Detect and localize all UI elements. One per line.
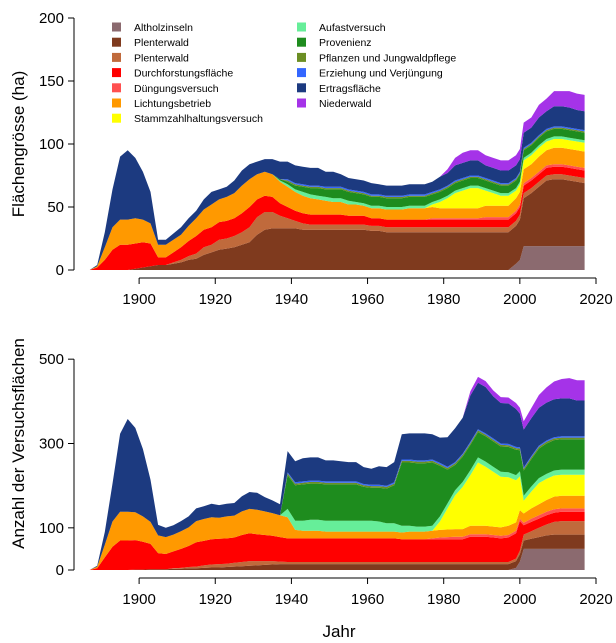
top-area-1-plenterwald bbox=[89, 179, 585, 270]
bottom-area-7-aufastversuch bbox=[89, 457, 585, 570]
bottom-area-6-stammzahlhaltungsversuch bbox=[89, 462, 585, 570]
legend-swatch-2-plenterwald bbox=[112, 52, 121, 62]
top-y-tick-label-50: 50 bbox=[47, 199, 64, 216]
top-y-axis-title: Flächengrösse (ha) bbox=[9, 71, 28, 217]
bottom-x-tick-label-1940: 1940 bbox=[275, 591, 308, 608]
legend-swatch-7-aufastversuch bbox=[297, 22, 306, 32]
top-y-tick-label-100: 100 bbox=[39, 136, 64, 153]
top-x-tick-label-1900: 1900 bbox=[122, 291, 155, 308]
legend-label-3-durchforstungsfl-che: Durchforstungsfläche bbox=[134, 68, 233, 80]
legend-label-2-plenterwald: Plenterwald bbox=[134, 52, 189, 64]
top-area-2-plenterwald bbox=[89, 174, 585, 270]
legend-swatch-3-durchforstungsfl-che bbox=[112, 68, 121, 78]
top-y-tick-label-0: 0 bbox=[56, 262, 64, 279]
bottom-y-tick-label-500: 500 bbox=[39, 351, 64, 368]
legend: Altholzinseln Plenterwald Plenterwald Durch… bbox=[112, 22, 456, 125]
legend-swatch-10-erziehung-und-verj-ngung bbox=[297, 68, 306, 78]
legend-label-12-niederwald: Niederwald bbox=[319, 98, 372, 110]
legend-swatch-11-ertragsfl-che bbox=[297, 83, 306, 93]
top-y-tick-label-150: 150 bbox=[39, 73, 64, 90]
bottom-y-axis-title: Anzahl der Versuchsflächen bbox=[9, 338, 28, 549]
legend-label-11-ertragsfl-che: Ertragsfläche bbox=[319, 83, 381, 95]
bottom-area-5-lichtungsbetrieb bbox=[89, 495, 585, 570]
bottom-y-tick-label-100: 100 bbox=[39, 520, 64, 537]
legend-label-4-d-ngungsversuch: Düngungsversuch bbox=[134, 83, 219, 95]
legend-label-10-erziehung-und-verj-ngung: Erziehung und Verjüngung bbox=[319, 68, 443, 80]
bottom-area-3-durchforstungsfl-che bbox=[89, 511, 585, 570]
legend-label-5-lichtungsbetrieb: Lichtungsbetrieb bbox=[134, 98, 211, 110]
top-x-tick-label-2000: 2000 bbox=[503, 291, 536, 308]
top-area-5-lichtungsbetrieb bbox=[89, 147, 585, 270]
top-x-tick-label-1960: 1960 bbox=[351, 291, 384, 308]
legend-swatch-8-provenienz bbox=[297, 37, 306, 47]
legend-swatch-5-lichtungsbetrieb bbox=[112, 98, 121, 108]
top-y-tick-label-200: 200 bbox=[39, 10, 64, 27]
bottom-x-tick-label-2020: 2020 bbox=[579, 591, 612, 608]
bottom-x-tick-label-1920: 1920 bbox=[199, 591, 232, 608]
top-x-tick-label-2020: 2020 bbox=[579, 291, 612, 308]
top-x-tick-label-1940: 1940 bbox=[275, 291, 308, 308]
legend-label-6-stammzahlhaltungsversuch: Stammzahlhaltungsversuch bbox=[134, 113, 263, 125]
legend-swatch-1-plenterwald bbox=[112, 37, 121, 47]
top-area-11-ertragsfl-che bbox=[89, 106, 585, 270]
top-area-7-aufastversuch bbox=[89, 136, 585, 270]
bottom-y-tick-label-300: 300 bbox=[39, 436, 64, 453]
panel-count: 1900 1920 1940 1960 1980 2000 2020 0 100 300 500 An… bbox=[9, 338, 613, 641]
bottom-y-tick-label-0: 0 bbox=[56, 562, 64, 579]
legend-label-0-altholzinseln: Altholzinseln bbox=[134, 22, 193, 34]
legend-label-9-pflanzen-und-jungwaldpflege: Pflanzen und Jungwaldpflege bbox=[319, 52, 456, 64]
top-x-tick-label-1980: 1980 bbox=[427, 291, 460, 308]
legend-swatch-9-pflanzen-und-jungwaldpflege bbox=[297, 52, 306, 62]
legend-swatch-4-d-ngungsversuch bbox=[112, 83, 121, 93]
legend-label-1-plenterwald: Plenterwald bbox=[134, 37, 189, 49]
bottom-area-1-plenterwald bbox=[89, 534, 585, 570]
legend-label-7-aufastversuch: Aufastversuch bbox=[319, 22, 386, 34]
legend-swatch-12-niederwald bbox=[297, 98, 306, 108]
top-area-6-stammzahlhaltungsversuch bbox=[89, 139, 585, 270]
legend-swatch-6-stammzahlhaltungsversuch bbox=[112, 113, 121, 123]
legend-label-8-provenienz: Provenienz bbox=[319, 37, 372, 49]
top-area-3-durchforstungsfl-che bbox=[89, 166, 585, 270]
bottom-x-tick-label-1980: 1980 bbox=[427, 591, 460, 608]
bottom-x-tick-label-2000: 2000 bbox=[503, 591, 536, 608]
panel-area-ha: 1900 1920 1940 1960 1980 2000 2020 0 50 100 150 200… bbox=[9, 10, 613, 308]
legend-swatch-0-altholzinseln bbox=[112, 22, 121, 32]
top-area-0-altholzinseln bbox=[89, 246, 585, 270]
bottom-x-axis-title: Jahr bbox=[322, 622, 355, 641]
top-x-tick-label-1920: 1920 bbox=[199, 291, 232, 308]
bottom-x-tick-label-1960: 1960 bbox=[351, 591, 384, 608]
bottom-x-tick-label-1900: 1900 bbox=[122, 591, 155, 608]
top-area-8-provenienz bbox=[89, 128, 585, 270]
bottom-area-11-ertragsfl-che bbox=[89, 382, 585, 570]
bottom-area-8-provenienz bbox=[89, 432, 585, 570]
bottom-area-0-altholzinseln bbox=[89, 548, 585, 570]
